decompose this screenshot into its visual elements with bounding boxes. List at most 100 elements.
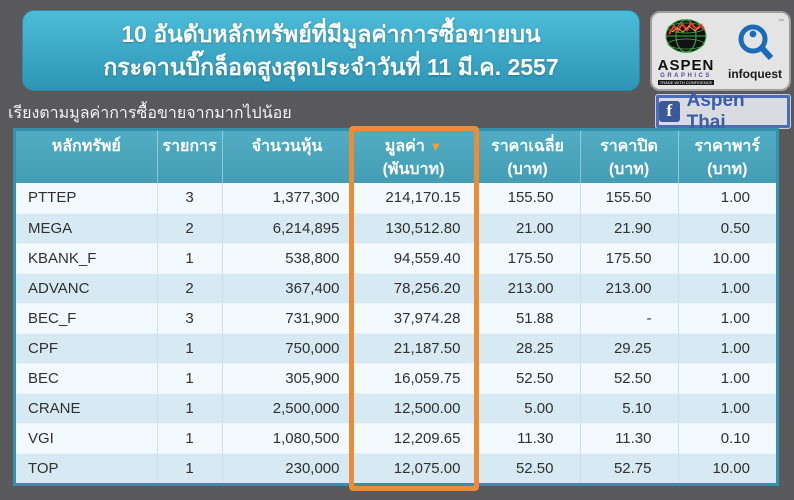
cell-avg-price: 155.50 xyxy=(475,183,581,214)
infoquest-logo-text: infoquest xyxy=(728,66,782,81)
cell-transactions: 1 xyxy=(157,453,223,483)
table-row: KBANK_F 1 538,800 94,559.40 175.50 175.5… xyxy=(16,243,776,274)
page-title-line2: กระดานบิ๊กล็อตสูงสุดประจำวันที่ 11 มี.ค.… xyxy=(103,53,559,80)
cell-close-price: 21.90 xyxy=(580,213,679,244)
cell-par-price: 0.10 xyxy=(678,423,776,454)
cell-shares: 6,214,895 xyxy=(222,213,353,244)
cell-value: 16,059.75 xyxy=(352,363,476,394)
cell-transactions: 1 xyxy=(157,243,223,274)
cell-par-price: 1.00 xyxy=(678,333,776,364)
ranking-table: หลักทรัพย์ รายการ จำนวนหุ้น มูลค่า xyxy=(16,131,776,483)
aspen-logo-tagline: TRADE WITH CONFIDENCE xyxy=(657,79,715,85)
cell-par-price: 1.00 xyxy=(678,363,776,394)
cell-avg-price: 51.88 xyxy=(475,303,581,334)
cell-shares: 305,900 xyxy=(222,363,353,394)
cell-security: CPF xyxy=(16,333,158,364)
cell-value: 214,170.15 xyxy=(352,183,476,214)
cell-par-price: 0.50 xyxy=(678,213,776,244)
cell-avg-price: 28.25 xyxy=(475,333,581,364)
column-header-value-unit: (พันบาท) xyxy=(382,161,445,178)
cell-shares: 750,000 xyxy=(222,333,353,364)
cell-security: TOP xyxy=(16,453,158,483)
cell-par-price: 1.00 xyxy=(678,183,776,214)
table-row: MEGA 2 6,214,895 130,512.80 21.00 21.90 … xyxy=(16,213,776,244)
column-header-security: หลักทรัพย์ xyxy=(16,131,158,183)
infoquest-magnifier-icon xyxy=(734,23,776,68)
cell-close-price: 52.50 xyxy=(580,363,679,394)
title-banner: 10 อันดับหลักทรัพย์ที่มีมูลค่าการซื้อขาย… xyxy=(22,10,640,91)
cell-security: BEC_F xyxy=(16,303,158,334)
cell-value: 21,187.50 xyxy=(352,333,476,364)
cell-transactions: 2 xyxy=(157,213,223,244)
cell-shares: 1,080,500 xyxy=(222,423,353,454)
cell-shares: 731,900 xyxy=(222,303,353,334)
cell-par-price: 10.00 xyxy=(712,459,750,477)
cell-avg-price: 213.00 xyxy=(475,273,581,304)
cell-value: 94,559.40 xyxy=(352,243,476,274)
cell-avg-price: 5.00 xyxy=(475,393,581,424)
trademark-symbol: ™ xyxy=(778,18,784,25)
page-title-line1: 10 อันดับหลักทรัพย์ที่มีมูลค่าการซื้อขาย… xyxy=(121,20,541,47)
column-header-transactions: รายการ xyxy=(157,131,223,183)
cell-shares: 1,377,300 xyxy=(222,183,353,214)
cell-transactions: 1 xyxy=(157,423,223,454)
cell-security: ADVANC xyxy=(16,273,158,304)
cell-shares: 367,400 xyxy=(222,273,353,304)
vendor-logo-box: ASPEN GRAPHICS TRADE WITH CONFIDENCE ™ i… xyxy=(650,11,791,91)
cell-avg-price: 52.50 xyxy=(475,453,581,483)
table-body: PTTEP 3 1,377,300 214,170.15 155.50 155.… xyxy=(16,183,776,483)
column-header-value-label: มูลค่า xyxy=(384,138,425,155)
cell-avg-price: 52.50 xyxy=(475,363,581,394)
aspen-logo-subtext: GRAPHICS xyxy=(660,72,712,79)
cell-value: 12,075.00 xyxy=(352,453,476,483)
table-row: VGI 1 1,080,500 12,209.65 11.30 11.30 0.… xyxy=(16,423,776,454)
cell-close-price: 5.10 xyxy=(580,393,679,424)
table-row: TOP 1 230,000 12,075.00 52.50 52.75 10.0… xyxy=(16,453,776,483)
column-header-shares: จำนวนหุ้น xyxy=(222,131,353,183)
cell-close-price: 213.00 xyxy=(580,273,679,304)
facebook-page-label: Aspen Thai xyxy=(686,89,745,133)
sort-description-text: เรียงตามมูลค่าการซื้อขายจากมากไปน้อย xyxy=(8,105,292,122)
column-header-avg-price: ราคาเฉลี่ย (บาท) xyxy=(475,131,581,183)
facebook-aspen-thai-badge[interactable]: f Aspen Thai xyxy=(656,90,790,133)
cell-close-price: 11.30 xyxy=(580,423,679,454)
cell-avg-price: 21.00 xyxy=(475,213,581,244)
aspen-globe-icon xyxy=(663,18,709,59)
cell-avg-price: 11.30 xyxy=(475,423,581,454)
cell-transactions: 2 xyxy=(157,273,223,304)
cell-close-price: 29.25 xyxy=(580,333,679,364)
cell-shares: 538,800 xyxy=(222,243,353,274)
table-row: BEC 1 305,900 16,059.75 52.50 52.50 1.00 xyxy=(16,363,776,394)
column-header-par-price: ราคาพาร์ (บาท) xyxy=(678,131,776,183)
column-header-close-price: ราคาปิด (บาท) xyxy=(580,131,679,183)
cell-value: 130,512.80 xyxy=(352,213,476,244)
cell-security: CRANE xyxy=(16,393,158,424)
cell-security: BEC xyxy=(16,363,158,394)
facebook-icon: f xyxy=(659,101,680,122)
cell-avg-price: 175.50 xyxy=(475,243,581,274)
cell-security: KBANK_F xyxy=(16,243,158,274)
cell-transactions: 3 xyxy=(157,183,223,214)
cell-value: 37,974.28 xyxy=(352,303,476,334)
cell-shares: 230,000 xyxy=(222,453,353,483)
cell-close-price: - xyxy=(580,303,679,334)
cell-par-price: 1.00 xyxy=(678,273,776,304)
cell-value: 12,209.65 xyxy=(352,423,476,454)
infoquest-logo: ™ infoquest xyxy=(724,19,786,81)
table-row: CRANE 1 2,500,000 12,500.00 5.00 5.10 1.… xyxy=(16,393,776,424)
table-row: ADVANC 2 367,400 78,256.20 213.00 213.00… xyxy=(16,273,776,304)
cell-transactions: 1 xyxy=(157,393,223,424)
table-row: PTTEP 3 1,377,300 214,170.15 155.50 155.… xyxy=(16,183,776,214)
aspen-logo-text: ASPEN xyxy=(657,56,715,74)
cell-transactions: 1 xyxy=(157,333,223,364)
cell-value: 78,256.20 xyxy=(352,273,476,304)
cell-close-price: 175.50 xyxy=(580,243,679,274)
cell-security: VGI xyxy=(16,423,158,454)
cell-security: PTTEP xyxy=(16,183,158,214)
cell-value: 12,500.00 xyxy=(352,393,476,424)
column-header-value[interactable]: มูลค่า ▼ (พันบาท) xyxy=(352,131,476,183)
table-header-row: หลักทรัพย์ รายการ จำนวนหุ้น มูลค่า xyxy=(16,131,776,183)
table-row: CPF 1 750,000 21,187.50 28.25 29.25 1.00 xyxy=(16,333,776,364)
aspen-graphics-logo: ASPEN GRAPHICS TRADE WITH CONFIDENCE xyxy=(655,18,717,85)
